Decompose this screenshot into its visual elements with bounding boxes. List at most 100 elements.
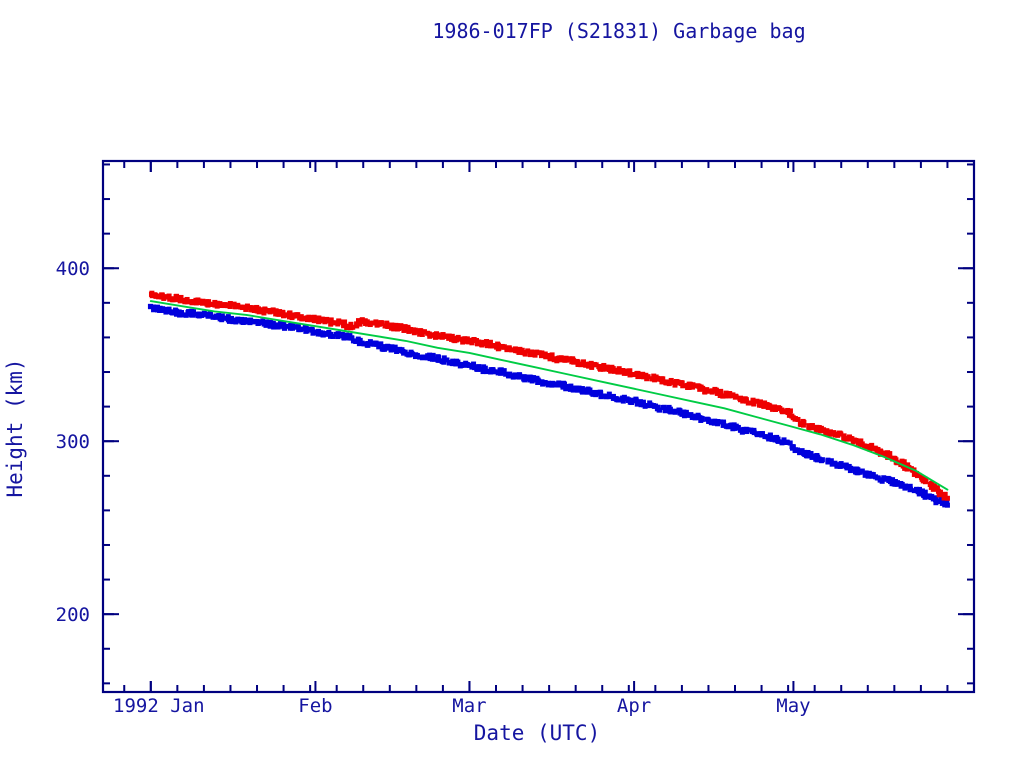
data-point <box>567 356 573 362</box>
x-tick-label: May <box>776 695 810 717</box>
y-tick-label: 200 <box>56 604 90 626</box>
data-point <box>341 323 347 329</box>
data-point <box>224 302 230 308</box>
data-point <box>235 303 241 309</box>
data-point <box>693 414 699 420</box>
data-point <box>295 324 301 330</box>
data-point <box>535 377 541 383</box>
data-point <box>484 369 490 375</box>
data-point <box>789 445 795 451</box>
data-point <box>549 352 555 358</box>
data-point <box>444 357 450 363</box>
data-point <box>430 354 436 360</box>
data-point <box>659 376 665 382</box>
data-point <box>379 321 385 327</box>
data-point <box>286 310 292 316</box>
data-point <box>712 388 718 394</box>
data-point <box>899 481 905 487</box>
data-point <box>944 495 950 501</box>
data-point <box>471 364 477 370</box>
data-point <box>649 376 655 382</box>
data-point <box>627 372 633 378</box>
data-point <box>501 344 507 350</box>
data-point <box>792 416 798 422</box>
data-point <box>717 393 723 399</box>
data-point <box>762 400 768 406</box>
data-point <box>250 319 256 325</box>
data-point <box>911 471 917 477</box>
plot-border <box>101 159 976 694</box>
data-point <box>850 439 856 445</box>
data-point <box>205 301 211 307</box>
data-point <box>151 307 157 313</box>
data-point <box>303 325 309 331</box>
data-point <box>751 428 757 434</box>
data-point <box>690 382 696 388</box>
y-tick-label: 400 <box>56 258 90 280</box>
data-point <box>732 425 738 431</box>
data-point <box>536 350 542 356</box>
data-point <box>398 323 404 329</box>
data-point <box>200 298 206 304</box>
data-point <box>878 449 884 455</box>
data-point <box>160 306 166 312</box>
data-point <box>859 468 865 474</box>
data-point <box>903 484 909 490</box>
data-point <box>757 399 763 405</box>
data-point <box>335 331 341 337</box>
data-point <box>190 312 196 318</box>
data-point <box>869 442 875 448</box>
data-point <box>370 320 376 326</box>
data-point <box>336 319 342 325</box>
data-point <box>808 450 814 456</box>
data-point <box>546 381 552 387</box>
data-point <box>441 334 447 340</box>
data-point <box>563 357 569 363</box>
data-point <box>556 380 562 386</box>
data-point <box>310 330 316 336</box>
data-point <box>540 381 546 387</box>
x-tick-label: 1992 Jan <box>113 695 205 717</box>
data-point <box>826 458 832 464</box>
series-apogee-points <box>148 290 950 501</box>
data-point <box>938 491 944 497</box>
data-point <box>348 321 354 327</box>
data-point <box>304 328 310 334</box>
data-point <box>225 314 231 320</box>
data-point <box>329 320 335 326</box>
data-point <box>908 486 914 492</box>
data-point <box>834 463 840 469</box>
data-point <box>436 355 442 361</box>
data-point <box>784 409 790 415</box>
data-point <box>432 356 438 362</box>
data-point <box>391 326 397 332</box>
data-point <box>931 483 937 489</box>
data-point <box>426 331 432 337</box>
data-point <box>280 310 286 316</box>
data-point <box>919 488 925 494</box>
data-point <box>805 449 811 455</box>
data-point <box>829 461 835 467</box>
data-point <box>228 315 234 321</box>
data-point <box>615 397 621 403</box>
data-point <box>916 486 922 492</box>
data-point <box>532 352 538 358</box>
data-point <box>356 319 362 325</box>
data-point <box>942 502 948 508</box>
data-point <box>267 309 273 315</box>
data-point <box>263 319 269 325</box>
data-point <box>410 327 416 333</box>
data-point <box>881 475 887 481</box>
data-point <box>435 333 441 339</box>
data-point <box>290 313 296 319</box>
data-point <box>295 312 301 318</box>
data-point <box>410 351 416 357</box>
data-point <box>217 314 223 320</box>
data-point <box>214 303 220 309</box>
data-point <box>191 309 196 315</box>
data-point <box>769 436 775 442</box>
data-point <box>268 321 274 327</box>
data-point <box>297 327 303 333</box>
data-point <box>197 298 203 304</box>
